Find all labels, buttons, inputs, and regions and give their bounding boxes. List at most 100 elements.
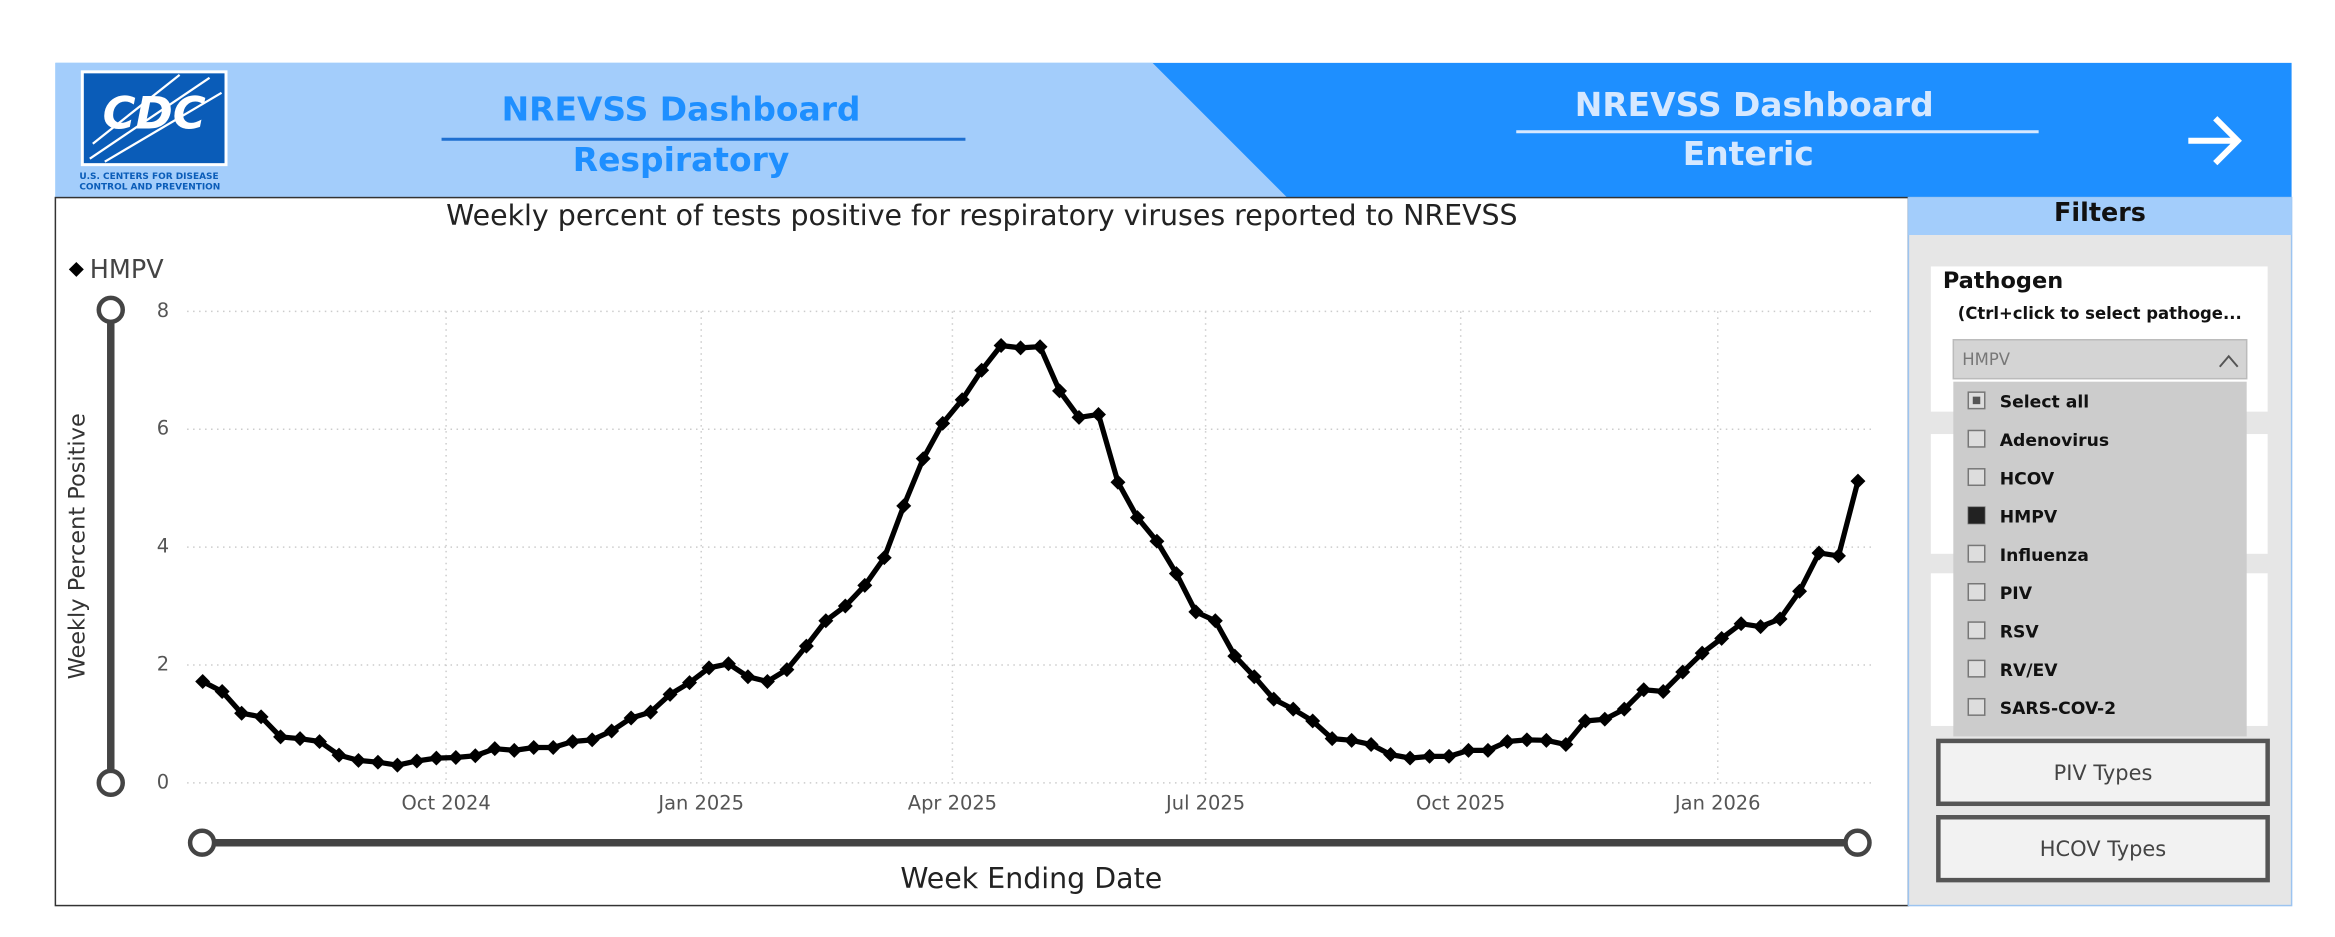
data-point[interactable] [389,757,405,773]
data-point[interactable] [1519,732,1535,748]
data-point[interactable] [1830,548,1846,564]
data-point[interactable] [1616,701,1632,717]
data-point[interactable] [818,613,834,629]
checkbox[interactable] [1967,659,1986,678]
data-point[interactable] [1597,711,1613,727]
option-label[interactable]: HCOV [2000,469,2055,489]
data-point[interactable] [915,451,931,467]
option-label[interactable]: HMPV [2000,508,2058,528]
data-point[interactable] [1266,691,1282,707]
data-point[interactable] [1129,510,1145,526]
data-point[interactable] [1227,648,1243,664]
data-point[interactable] [1402,750,1418,766]
option-label[interactable]: Select all [2000,393,2089,413]
data-point[interactable] [682,675,698,691]
slider-handle[interactable] [187,828,217,857]
data-point[interactable] [545,739,561,755]
data-point[interactable] [1110,474,1126,490]
data-point[interactable] [292,731,308,747]
data-point[interactable] [428,750,444,766]
data-point[interactable] [623,710,639,726]
slider-handle[interactable] [1843,828,1872,857]
checkbox[interactable] [1967,697,1986,716]
data-point[interactable] [195,673,211,689]
data-point[interactable] [896,498,912,514]
data-point[interactable] [409,753,425,769]
data-point[interactable] [1032,339,1048,355]
button-label[interactable]: PIV Types [2054,761,2153,785]
data-point[interactable] [1090,406,1106,422]
data-point[interactable] [1714,630,1730,646]
data-point[interactable] [506,742,522,758]
checkbox[interactable] [1967,468,1986,487]
option-label[interactable]: RSV [2000,623,2040,643]
data-point[interactable] [1538,732,1554,748]
pathogen-dropdown[interactable] [1952,339,2248,380]
button-label[interactable]: HCOV Types [2040,837,2166,861]
data-point[interactable] [1655,683,1671,699]
tab-title[interactable]: NREVSS Dashboard [502,89,861,128]
slider-handle[interactable] [96,768,125,798]
data-point[interactable] [487,741,503,757]
option-label[interactable]: RV/EV [2000,661,2059,681]
checkbox[interactable] [1967,621,1986,640]
data-point[interactable] [1422,748,1438,764]
data-point[interactable] [759,673,775,689]
data-point[interactable] [993,338,1009,354]
data-point[interactable] [779,662,795,678]
legend-marker[interactable] [68,261,84,277]
data-point[interactable] [1733,616,1749,632]
header-left-tab[interactable] [55,62,1288,198]
option-label[interactable]: Influenza [2000,546,2089,566]
data-point[interactable] [1772,611,1788,627]
data-point[interactable] [857,577,873,593]
data-point[interactable] [234,705,250,721]
data-point[interactable] [954,392,970,408]
data-point[interactable] [876,550,892,566]
data-point[interactable] [837,598,853,614]
option-label[interactable]: Adenovirus [2000,431,2109,451]
data-point[interactable] [740,669,756,685]
checkbox[interactable] [1967,583,1986,601]
data-point[interactable] [526,739,542,755]
filter-button[interactable] [1936,815,2270,883]
tab-title[interactable]: NREVSS Dashboard [1575,85,1934,124]
data-point[interactable] [1246,669,1262,685]
data-point[interactable] [1558,737,1574,753]
data-point[interactable] [565,734,581,750]
tab-subtitle[interactable]: Respiratory [573,140,790,179]
data-point[interactable] [331,747,347,763]
option-label[interactable]: SARS-COV-2 [2000,699,2116,719]
data-point[interactable] [643,704,659,720]
slider-handle[interactable] [96,295,125,325]
data-point[interactable] [798,638,814,654]
data-point[interactable] [935,415,951,431]
data-point[interactable] [1811,545,1827,561]
dropdown-chevron[interactable] [2219,354,2239,368]
data-point[interactable] [720,656,736,672]
data-point[interactable] [662,686,678,702]
data-point[interactable] [701,660,717,676]
checkbox[interactable] [1967,429,1986,448]
data-point[interactable] [584,732,600,748]
data-point[interactable] [273,729,289,745]
tab-subtitle[interactable]: Enteric [1683,134,1814,173]
data-point[interactable] [604,723,620,739]
data-point[interactable] [1675,664,1691,680]
data-point[interactable] [1694,645,1710,661]
data-point[interactable] [214,683,230,699]
data-point[interactable] [1753,619,1769,635]
data-point[interactable] [1792,583,1808,599]
data-point[interactable] [448,750,464,765]
data-point[interactable] [253,709,269,725]
data-point[interactable] [1071,409,1087,425]
checkbox[interactable] [1967,544,1986,563]
next-arrow[interactable] [2188,116,2242,166]
data-point[interactable] [1207,613,1223,629]
data-point[interactable] [350,752,366,768]
data-point[interactable] [370,754,386,770]
filter-button[interactable] [1936,738,2270,807]
option-label[interactable]: PIV [2000,584,2033,604]
legend-label[interactable]: HMPV [90,254,164,284]
data-point[interactable] [1013,340,1029,356]
